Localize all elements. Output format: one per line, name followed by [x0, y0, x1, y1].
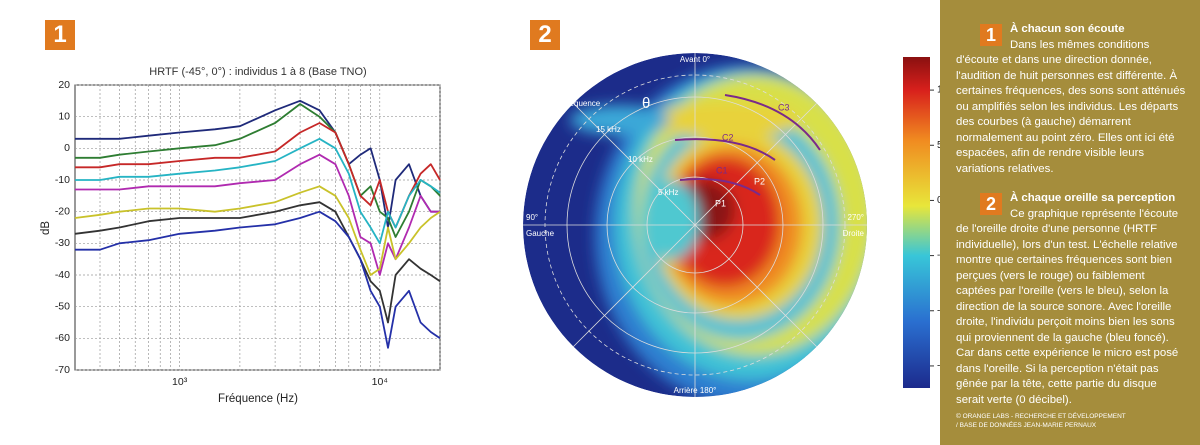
y-tick-label: -50: [55, 300, 70, 312]
annotation: C3: [778, 102, 790, 112]
line-chart: HRTF (-45°, 0°) : individus 1 à 8 (Base …: [40, 66, 441, 405]
annotation: θ: [642, 95, 650, 112]
annotation: 15 kHz: [596, 125, 621, 134]
line-series: [74, 201, 441, 324]
annotation: Avant 0°: [680, 55, 710, 64]
y-tick-label: 0: [64, 142, 70, 154]
annotation: P1: [715, 198, 726, 208]
section: 1 À chacun son écoute Dans les mêmes con…: [956, 22, 1186, 177]
colorbar-tick-label: -10: [937, 305, 940, 316]
chart-title: HRTF (-45°, 0°) : individus 1 à 8 (Base …: [149, 66, 366, 78]
annotation: C1: [716, 165, 728, 175]
x-tick-label: 10⁴: [372, 376, 388, 388]
badge: 1: [980, 24, 1002, 46]
annotation: 270°: [847, 213, 864, 222]
colorbar-tick-label: -5: [937, 250, 940, 261]
section: 2 À chaque oreille sa perception Ce grap…: [956, 191, 1186, 408]
polar-heatmap: Avant 0° Arrière 180° 90° Gauche 270° Dr…: [523, 53, 940, 397]
plot-area: [74, 84, 441, 371]
annotation: 90°: [526, 213, 538, 222]
curves: [674, 94, 821, 196]
x-tick-label: 10³: [172, 376, 188, 388]
badge: 1: [45, 20, 75, 50]
y-tick-label: 10: [58, 110, 70, 122]
y-tick-label: -70: [55, 364, 70, 376]
line-series: [75, 153, 440, 276]
y-tick-label: 20: [58, 79, 70, 91]
polar-grid: [523, 53, 867, 397]
colorbar-tick-label: 10: [937, 85, 940, 96]
heading: À chaque oreille sa perception: [1010, 192, 1176, 204]
line-series: [75, 137, 441, 245]
annotation: C2: [722, 132, 734, 142]
line-series: [75, 210, 441, 349]
x-axis-label: Fréquence (Hz): [218, 393, 298, 405]
colorbar-tick-label: 5: [937, 140, 940, 151]
colorbar-tick-label: 0 dB: [937, 195, 940, 206]
heading: À chacun son écoute: [1010, 23, 1125, 35]
y-tick-label: -40: [55, 269, 70, 281]
y-tick-label: -10: [55, 174, 70, 186]
annotation: P2: [754, 176, 765, 186]
y-tick-label: -60: [55, 332, 70, 344]
annotation: Fréquence: [562, 99, 601, 108]
annotation: Droite: [843, 229, 865, 238]
annotation: Arrière 180°: [674, 386, 717, 395]
badge: 2: [980, 193, 1002, 215]
text-panel: 1 À chacun son écoute Dans les mêmes con…: [940, 0, 1200, 445]
annotation: 5 kHz: [658, 188, 678, 197]
annotation: 10 kHz: [628, 155, 653, 164]
line-series: [74, 185, 441, 276]
y-tick-label: -30: [55, 237, 70, 249]
badge: 2: [530, 20, 560, 50]
paragraph: Dans les mêmes conditions d'écoute et da…: [956, 38, 1186, 175]
annotation: Gauche: [526, 229, 555, 238]
credit: © ORANGE LABS - RECHERCHE ET DÉVELOPPEME…: [956, 413, 1126, 429]
colorbar-tick-label: -15: [937, 361, 940, 372]
y-tick-label: -20: [55, 205, 70, 217]
paragraph: Ce graphique représente l'écoute de l'or…: [956, 207, 1179, 406]
colorbar: [903, 57, 930, 388]
y-axis-label: dB: [40, 221, 52, 235]
